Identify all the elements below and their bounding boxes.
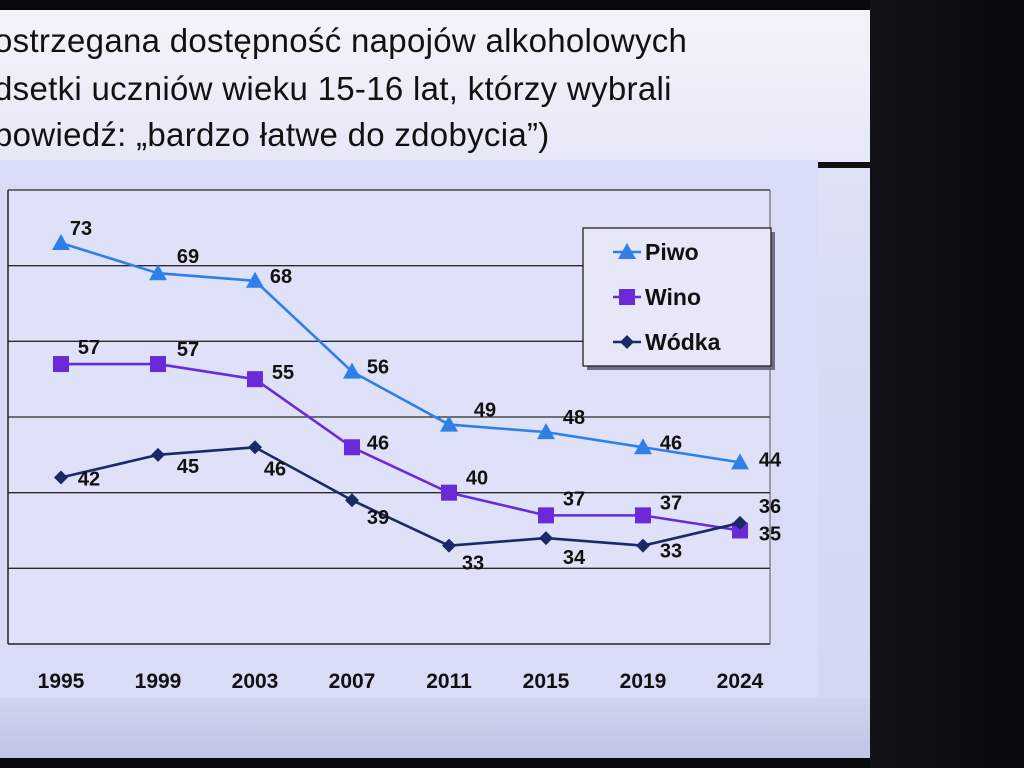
data-label-piwo: 73 [70, 218, 92, 240]
data-label-wino: 40 [466, 468, 488, 490]
data-label-wino: 46 [367, 432, 389, 454]
series-line-wdka [60, 445, 741, 547]
data-point-piwo [731, 453, 749, 470]
chart-panel: 1995 1999 2003 2007 2011 2015 2019 2024 73 69 68 56… [0, 160, 818, 708]
legend-label-wino: Wino [645, 284, 701, 310]
data-label-wdka: 33 [660, 541, 682, 563]
data-point-wino [635, 507, 651, 524]
data-point-wdka [733, 515, 747, 530]
data-label-wino: 57 [78, 337, 100, 359]
x-tick-label: 1999 [135, 670, 182, 693]
data-point-wino [344, 439, 360, 456]
data-label-piwo: 44 [759, 449, 782, 471]
data-point-piwo [246, 271, 264, 288]
data-point-piwo [537, 423, 555, 440]
presentation-slide: ostrzegana dostępność napojów alkoholowy… [0, 10, 870, 758]
data-label-wdka: 42 [78, 469, 100, 491]
series-line-wino [61, 362, 741, 532]
data-point-wdka [248, 440, 262, 455]
data-label-wdka: 46 [264, 458, 286, 480]
series-line-piwo [60, 241, 741, 464]
x-tick-label: 2015 [523, 670, 570, 693]
data-label-wdka: 45 [177, 456, 199, 478]
data-point-piwo [149, 264, 167, 281]
data-label-wdka: 36 [759, 496, 781, 518]
x-tick-label: 1995 [38, 670, 85, 693]
data-label-wino: 37 [660, 492, 682, 514]
data-point-wdka [54, 470, 68, 485]
data-point-wino [732, 522, 748, 539]
data-label-wdka: 33 [462, 553, 484, 575]
legend-label-piwo: Piwo [645, 239, 699, 265]
data-point-wino [247, 371, 263, 388]
slide-footer [0, 698, 870, 758]
dark-wall-background [870, 0, 1024, 768]
line-chart: 1995 1999 2003 2007 2011 2015 2019 2024 73 69 68 56… [7, 189, 782, 693]
data-point-wdka [636, 538, 650, 553]
data-point-wino [441, 484, 457, 501]
slide-title-band: ostrzegana dostępność napojów alkoholowy… [0, 10, 870, 168]
data-point-wino [538, 507, 554, 524]
slide-title-line-3: powiedź: „bardzo łatwe do zdobycia”) [0, 116, 550, 153]
data-point-wdka [345, 493, 359, 508]
legend-marker-wino [619, 289, 635, 305]
data-label-piwo: 56 [367, 357, 389, 379]
data-point-wdka [442, 538, 456, 553]
x-tick-label: 2007 [329, 670, 376, 693]
data-label-piwo: 48 [563, 407, 585, 429]
slide-title-line-1: ostrzegana dostępność napojów alkoholowy… [0, 22, 688, 59]
data-point-wdka [539, 531, 553, 546]
data-point-piwo [634, 438, 652, 455]
data-label-wdka: 34 [563, 547, 586, 569]
data-point-wino [53, 356, 69, 373]
data-point-wdka [151, 447, 165, 462]
data-point-piwo [440, 415, 458, 432]
data-point-piwo [52, 233, 70, 250]
data-label-wdka: 39 [367, 507, 389, 529]
data-label-wino: 37 [563, 488, 585, 510]
x-tick-label: 2011 [426, 670, 472, 693]
data-label-piwo: 69 [177, 246, 199, 268]
slide-title-line-2: dsetki uczniów wieku 15-16 lat, którzy w… [0, 70, 672, 107]
legend-label-wdka: Wódka [645, 329, 721, 355]
data-label-piwo: 49 [474, 400, 496, 422]
legend-marker-wdka [620, 335, 634, 349]
data-label-wino: 55 [272, 362, 294, 384]
x-tick-label: 2019 [620, 670, 667, 693]
data-point-wino [150, 356, 166, 373]
legend-marker-piwo [618, 243, 636, 259]
data-label-piwo: 68 [270, 266, 292, 288]
x-tick-label: 2024 [717, 670, 764, 693]
data-label-wino: 57 [177, 339, 199, 361]
data-point-piwo [343, 362, 361, 379]
data-label-piwo: 46 [660, 432, 682, 454]
data-label-wino: 35 [759, 524, 781, 546]
x-tick-label: 2003 [232, 670, 279, 693]
